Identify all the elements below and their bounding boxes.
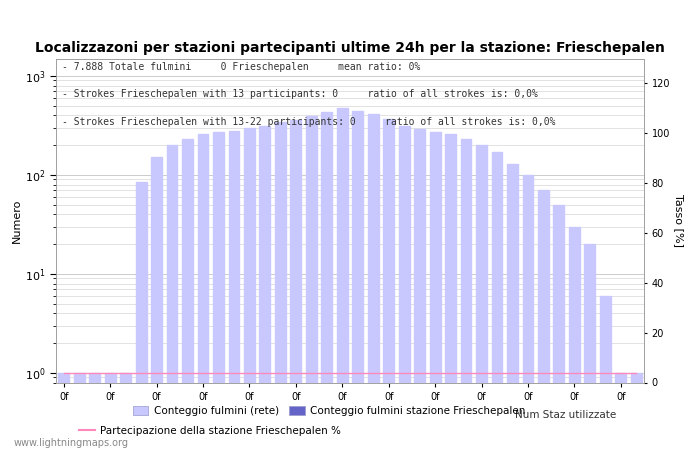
Bar bbox=[584, 244, 595, 450]
Title: Localizzazoni per stazioni partecipanti ultime 24h per la stazione: Frieschepale: Localizzazoni per stazioni partecipanti … bbox=[35, 40, 665, 54]
Text: - Strokes Frieschepalen with 13 participants: 0     ratio of all strokes is: 0,0: - Strokes Frieschepalen with 13 particip… bbox=[62, 89, 538, 99]
Bar bbox=[554, 205, 564, 450]
Text: - Strokes Frieschepalen with 13-22 participants: 0     ratio of all strokes is: : - Strokes Frieschepalen with 13-22 parti… bbox=[62, 117, 555, 127]
Bar bbox=[631, 373, 642, 450]
Bar bbox=[151, 158, 162, 450]
Y-axis label: Numero: Numero bbox=[12, 198, 22, 243]
Bar bbox=[74, 373, 85, 450]
Bar bbox=[507, 164, 518, 450]
Bar bbox=[399, 126, 409, 450]
Bar bbox=[197, 134, 209, 450]
Legend: Conteggio fulmini (rete), Conteggio fulmini stazione Frieschepalen: Conteggio fulmini (rete), Conteggio fulm… bbox=[129, 402, 529, 420]
Bar bbox=[58, 373, 69, 450]
Text: - 7.888 Totale fulmini     0 Frieschepalen     mean ratio: 0%: - 7.888 Totale fulmini 0 Frieschepalen m… bbox=[62, 62, 420, 72]
Bar bbox=[290, 120, 301, 450]
Bar bbox=[445, 134, 456, 450]
Bar bbox=[430, 132, 440, 450]
Bar bbox=[352, 111, 363, 450]
Bar bbox=[368, 114, 379, 450]
Bar bbox=[569, 227, 580, 450]
Bar bbox=[228, 131, 239, 450]
Bar bbox=[105, 373, 116, 450]
Bar bbox=[491, 152, 503, 450]
Bar bbox=[461, 139, 472, 450]
Bar bbox=[182, 139, 193, 450]
Bar bbox=[90, 373, 100, 450]
Bar bbox=[120, 373, 131, 450]
Bar bbox=[337, 108, 348, 450]
Bar bbox=[538, 190, 549, 450]
Text: Num Staz utilizzate: Num Staz utilizzate bbox=[514, 410, 616, 420]
Bar bbox=[615, 373, 626, 450]
Bar bbox=[167, 145, 178, 450]
Y-axis label: Tasso [%]: Tasso [%] bbox=[674, 194, 684, 247]
Text: www.lightningmaps.org: www.lightningmaps.org bbox=[14, 438, 129, 448]
Bar bbox=[244, 128, 255, 450]
Bar bbox=[260, 126, 270, 450]
Bar bbox=[522, 175, 533, 450]
Bar bbox=[136, 182, 146, 450]
Bar bbox=[275, 122, 286, 450]
Bar bbox=[306, 117, 316, 450]
Bar bbox=[384, 119, 394, 450]
Bar bbox=[213, 132, 224, 450]
Bar bbox=[414, 129, 425, 450]
Bar bbox=[321, 112, 332, 450]
Bar bbox=[600, 296, 610, 450]
Legend: Partecipazione della stazione Frieschepalen %: Partecipazione della stazione Frieschepa… bbox=[75, 422, 345, 440]
Bar bbox=[476, 145, 487, 450]
